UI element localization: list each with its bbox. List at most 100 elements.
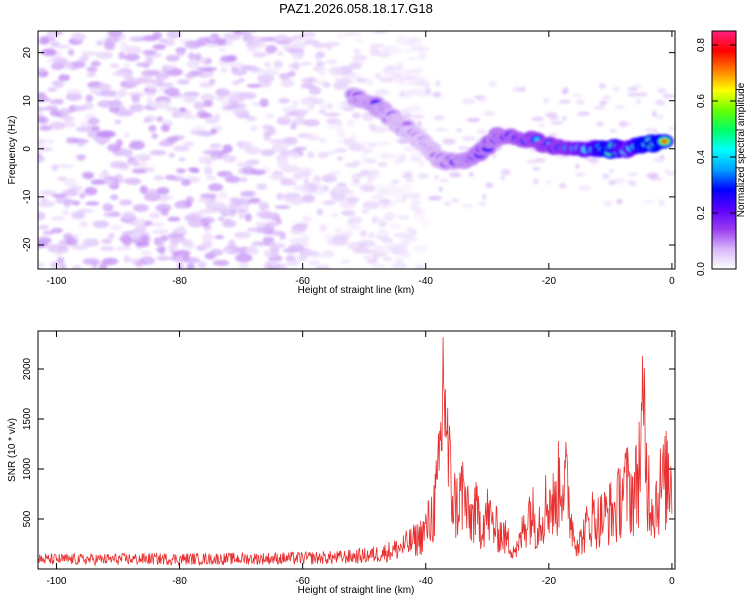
spectrogram-noise-blob xyxy=(526,159,537,165)
spectrogram-noise-blob xyxy=(359,230,367,238)
spectrogram-noise-blob xyxy=(153,175,165,181)
spectrogram-noise-blob xyxy=(308,260,321,266)
spectrogram-noise-blob xyxy=(184,214,200,222)
spectrogram-noise-blob xyxy=(96,40,104,46)
spectrogram-noise-blob xyxy=(158,240,165,247)
spectrogram-noise-blob xyxy=(53,44,71,49)
spectrogram-noise-blob xyxy=(449,171,458,178)
spectrogram-noise-blob xyxy=(82,258,100,265)
spectrogram-noise-blob xyxy=(131,94,141,103)
spectrogram-noise-blob xyxy=(450,198,460,203)
spectrogram-noise-blob xyxy=(123,148,133,158)
spectrogram-noise-blob xyxy=(264,61,271,67)
spectrogram-noise-blob xyxy=(109,63,120,69)
spectrogram-noise-blob xyxy=(461,135,476,142)
spectrogram-noise-blob xyxy=(197,66,205,75)
spectrogram-noise-blob xyxy=(325,59,338,65)
spectrogram-noise-blob xyxy=(184,242,195,249)
spectrogram-noise-blob xyxy=(348,62,363,70)
spectrogram-noise-blob xyxy=(252,51,267,58)
spectrogram-noise-blob xyxy=(334,148,348,153)
spectrogram-noise-blob xyxy=(229,197,240,204)
spectrogram-noise-blob xyxy=(323,112,341,117)
spectrogram-noise-blob xyxy=(190,168,200,174)
spectrogram-noise-blob xyxy=(318,109,326,115)
colorbar-tick-label: 0.4 xyxy=(696,150,707,164)
spectrogram-noise-blob xyxy=(99,263,108,269)
spectrogram-noise-blob xyxy=(158,100,171,108)
spectrogram-noise-blob xyxy=(308,86,322,96)
spectrogram-noise-blob xyxy=(123,254,130,264)
spectrogram-noise-blob xyxy=(321,250,335,258)
spectrogram-noise-blob xyxy=(331,193,347,202)
spectrogram-noise-blob xyxy=(353,247,362,252)
spectrogram-noise-blob xyxy=(612,87,620,92)
spectrogram-noise-blob xyxy=(101,238,113,245)
spectrogram-noise-blob xyxy=(185,72,195,78)
spectrogram-noise-blob xyxy=(203,166,213,176)
spectrogram-noise-blob xyxy=(576,111,591,116)
spectrogram-noise-blob xyxy=(107,232,115,239)
spectrogram-noise-blob xyxy=(52,193,67,198)
spectrogram-noise-blob xyxy=(278,73,291,80)
spectrogram-noise-blob xyxy=(38,138,48,144)
spectrogram-noise-blob xyxy=(246,227,263,233)
spectrogram-signal-blob xyxy=(660,139,668,144)
spectrogram-noise-blob xyxy=(40,48,57,57)
spectrogram-noise-blob xyxy=(96,130,114,138)
spectrogram-noise-blob xyxy=(85,201,100,206)
spectrogram-noise-blob xyxy=(222,144,233,154)
spectrogram-x-tick-label: -100 xyxy=(46,276,66,287)
spectrogram-noise-blob xyxy=(319,137,327,144)
spectrogram-noise-blob xyxy=(425,87,432,95)
spectrogram-noise-blob xyxy=(205,175,217,181)
spectrogram-noise-blob xyxy=(627,172,639,177)
spectrogram-noise-blob xyxy=(293,146,307,151)
spectrogram-noise-blob xyxy=(200,93,216,102)
spectrogram-noise-blob xyxy=(331,212,339,218)
spectrogram-noise-blob xyxy=(115,246,132,251)
spectrogram-noise-blob xyxy=(410,204,418,211)
spectrogram-x-tick-label: 0 xyxy=(669,276,675,287)
spectrogram-noise-blob xyxy=(78,139,90,144)
spectrogram-noise-blob xyxy=(442,138,456,145)
spectrogram-noise-blob xyxy=(381,237,394,244)
spectrogram-noise-blob xyxy=(574,172,586,177)
spectrogram-noise-blob xyxy=(469,172,474,177)
spectrogram-noise-blob xyxy=(209,143,222,149)
spectrogram-noise-blob xyxy=(38,262,45,268)
spectrogram-noise-blob xyxy=(124,46,142,55)
spectrogram-noise-blob xyxy=(86,66,98,73)
spectrogram-noise-blob xyxy=(151,221,164,228)
spectrogram-noise-blob xyxy=(483,110,496,117)
spectrogram-noise-blob xyxy=(128,36,147,42)
spectrogram-noise-blob xyxy=(289,152,300,160)
spectrogram-noise-blob xyxy=(195,130,210,137)
spectrogram-noise-blob xyxy=(183,114,199,120)
spectrogram-noise-blob xyxy=(156,116,164,122)
spectrogram-noise-blob xyxy=(326,238,341,246)
spectrogram-noise-blob xyxy=(532,178,539,185)
spectrogram-noise-blob xyxy=(58,263,67,269)
spectrogram-noise-blob xyxy=(637,92,648,97)
spectrogram-noise-blob xyxy=(346,196,359,204)
spectrogram-noise-blob xyxy=(66,88,82,95)
spectrogram-noise-blob xyxy=(664,168,670,175)
spectrogram-noise-blob xyxy=(274,205,291,210)
spectrogram-noise-blob xyxy=(101,169,109,177)
spectrogram-noise-blob xyxy=(282,136,298,145)
spectrogram-noise-blob xyxy=(388,214,404,219)
spectrogram-noise-blob xyxy=(238,262,249,269)
spectrogram-noise-blob xyxy=(40,190,57,196)
spectrogram-noise-blob xyxy=(222,98,230,107)
spectrogram-noise-blob xyxy=(271,144,288,153)
spectrogram-noise-blob xyxy=(200,67,218,72)
spectrogram-noise-blob xyxy=(403,68,416,77)
spectrogram-noise-blob xyxy=(333,81,349,90)
spectrogram-noise-blob xyxy=(103,202,111,210)
spectrogram-noise-blob xyxy=(162,65,174,72)
spectrogram-noise-blob xyxy=(477,95,487,102)
spectrogram-noise-blob xyxy=(187,52,196,61)
spectrogram-noise-blob xyxy=(136,241,150,248)
